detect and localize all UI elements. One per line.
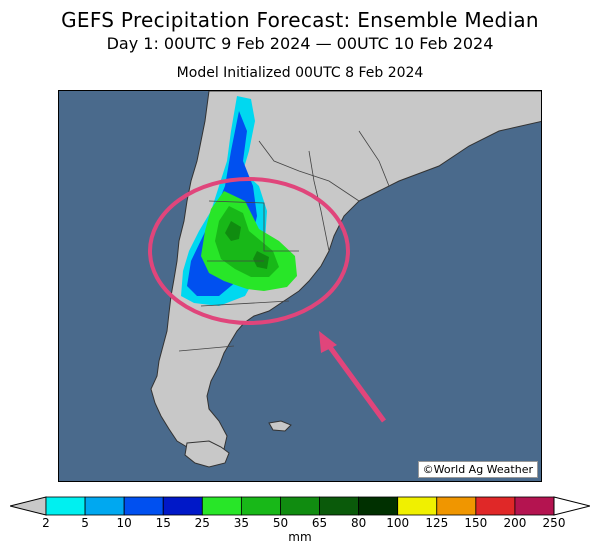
colorbar-tick-label: 35 bbox=[233, 516, 250, 530]
colorbar-segment bbox=[397, 496, 438, 516]
colorbar-tick-label: 15 bbox=[155, 516, 171, 530]
colorbar-tick-label: 10 bbox=[116, 516, 132, 530]
colorbar-segment bbox=[280, 496, 320, 516]
colorbar-segment bbox=[475, 496, 516, 516]
map-title: GEFS Precipitation Forecast: Ensemble Me… bbox=[61, 8, 539, 32]
colorbar-segment bbox=[162, 496, 203, 516]
colorbar bbox=[10, 496, 590, 516]
colorbar-tick-label: 100 bbox=[386, 516, 410, 530]
colorbar-segment bbox=[123, 496, 164, 516]
colorbar-tick-label: 250 bbox=[542, 516, 566, 530]
internal-borders bbox=[178, 130, 390, 352]
colorbar-segment bbox=[84, 496, 125, 516]
colorbar-tick-label: 5 bbox=[81, 516, 89, 530]
colorbar-segment bbox=[240, 496, 281, 516]
falkland-islands bbox=[268, 420, 292, 432]
model-init-time: Model Initialized 00UTC 8 Feb 2024 bbox=[176, 65, 424, 81]
forecast-period: Day 1: 00UTC 9 Feb 2024 — 00UTC 10 Feb 2… bbox=[106, 34, 494, 53]
colorbar-segment bbox=[319, 496, 360, 516]
colorbar-tick-label: 200 bbox=[503, 516, 527, 530]
colorbar-tick-label: 65 bbox=[311, 516, 328, 530]
colorbar-segment bbox=[201, 496, 242, 516]
pointer-arrow bbox=[319, 331, 387, 423]
map-credit: ©World Ag Weather bbox=[417, 461, 538, 478]
precipitation-map: ©World Ag Weather bbox=[58, 90, 542, 482]
colorbar-segment bbox=[358, 496, 399, 516]
tierra-del-fuego bbox=[184, 440, 230, 468]
colorbar-segment bbox=[514, 496, 555, 516]
colorbar-tick-label: 50 bbox=[272, 516, 289, 530]
highlight-ellipse bbox=[148, 177, 350, 325]
colorbar-tick-label: 150 bbox=[464, 516, 488, 530]
colorbar-unit: mm bbox=[288, 530, 312, 544]
colorbar-tick-label: 2 bbox=[42, 516, 50, 530]
colorbar-segment bbox=[45, 496, 86, 516]
map-canvas bbox=[59, 91, 541, 481]
colorbar-tick-label: 125 bbox=[425, 516, 449, 530]
colorbar-segment bbox=[436, 496, 477, 516]
colorbar-tick-label: 80 bbox=[350, 516, 367, 530]
precip-green-dark bbox=[225, 221, 269, 269]
colorbar-tick-label: 25 bbox=[194, 516, 210, 530]
colorbar-below-arrow bbox=[10, 496, 47, 516]
colorbar-above-arrow bbox=[553, 496, 590, 516]
